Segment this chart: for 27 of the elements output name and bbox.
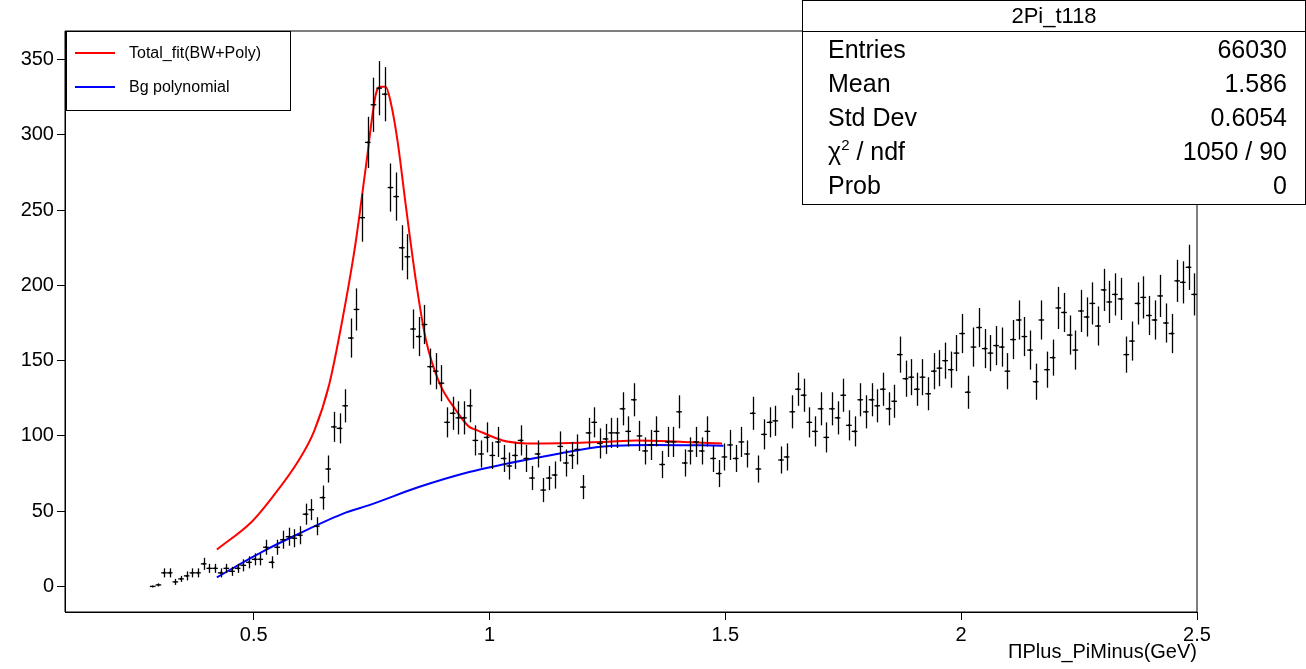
y-tick-label: 350 [20,47,54,70]
text: 66030 [1217,34,1287,65]
y-tick-label: 100 [20,423,54,446]
x-tick-label: 2 [955,622,967,645]
text: 0 [1273,170,1287,201]
annotation: χ$^{2}$ / ndf [828,134,906,167]
chart-title: 2Pi_t118 [803,1,1305,32]
annotation: 1050 / 90 [1182,136,1287,167]
y-tick-label: 250 [20,197,54,220]
annotation: Std Dev [828,102,917,133]
x-axis-title: ΠPlus_PiMinus(GeV) [1008,640,1197,663]
y-tick-label: 50 [31,498,54,521]
legend-label: Bg polynomial [129,78,230,96]
y-tick-label: 150 [20,348,54,371]
y-tick-label: 300 [20,122,54,145]
annotation: Entries [828,34,906,65]
text: 0.6054 [1210,102,1287,133]
y-tick-label: 200 [20,272,54,295]
legend-label: Total_fit(BW+Poly) [129,44,262,62]
text: 1.586 [1224,68,1287,99]
x-tick-label: 0.5 [239,622,268,645]
x-tick-label: 1.5 [711,622,740,645]
y-tick-label: 0 [42,573,54,596]
x-tick-label: 1 [483,622,496,645]
annotation: Mean [828,68,891,99]
annotation: Prob [828,170,881,201]
line-series [215,443,725,579]
